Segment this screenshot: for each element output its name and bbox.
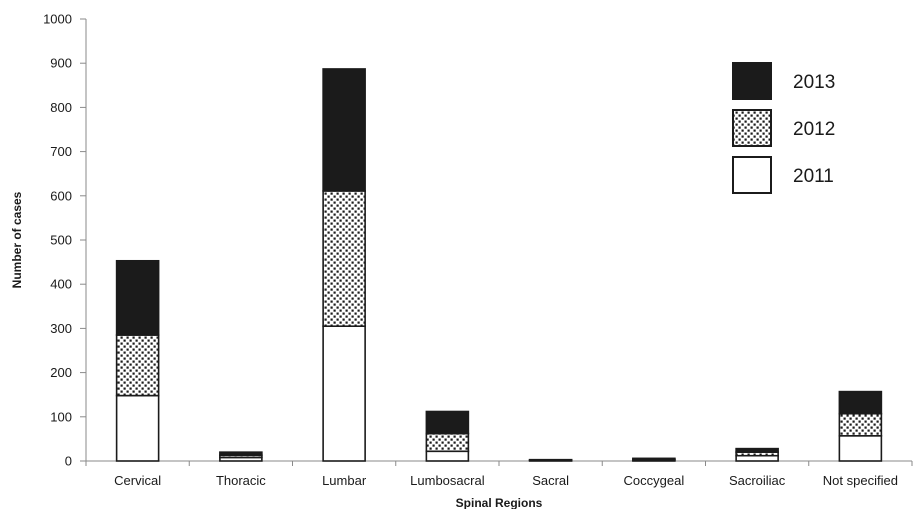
legend-label: 2011 <box>793 166 834 187</box>
bar-segment-2011 <box>839 436 881 461</box>
bar-segment-2013 <box>736 449 778 453</box>
bar-segment-2013 <box>426 411 468 433</box>
y-tick-label: 900 <box>50 56 72 71</box>
y-tick-label: 200 <box>50 365 72 380</box>
y-tick-label: 400 <box>50 277 72 292</box>
y-tick-label: 600 <box>50 188 72 203</box>
x-tick-label: Coccygeal <box>624 473 685 488</box>
axes <box>80 19 912 466</box>
legend-swatch-2012 <box>733 110 771 146</box>
y-tick-label: 700 <box>50 144 72 159</box>
bar-segment-2012 <box>323 191 365 326</box>
x-tick-label: Not specified <box>823 473 898 488</box>
bar-segment-2013 <box>839 392 881 414</box>
y-tick-label: 1000 <box>43 12 72 27</box>
bar-segment-2013 <box>117 261 159 335</box>
bar-segment-2011 <box>117 396 159 461</box>
legend: 2013 2012 2011 <box>733 63 835 193</box>
y-tick-label: 100 <box>50 409 72 424</box>
y-tick-label: 800 <box>50 100 72 115</box>
bar-segment-2013 <box>633 458 675 459</box>
legend-label: 2012 <box>793 119 835 140</box>
bar-segment-2012 <box>839 414 881 436</box>
bar-segment-2011 <box>323 326 365 461</box>
y-axis-title: Number of cases <box>10 191 24 288</box>
x-tick-label: Thoracic <box>216 473 266 488</box>
legend-swatch-2013 <box>733 63 771 99</box>
legend-label: 2013 <box>793 72 835 93</box>
legend-swatch-2011 <box>733 157 771 193</box>
bar-segment-2013 <box>220 452 262 455</box>
x-tick-label: Sacral <box>532 473 569 488</box>
bar-segment-2011 <box>426 451 468 461</box>
x-tick-label: Lumbosacral <box>410 473 485 488</box>
x-tick-label: Cervical <box>114 473 161 488</box>
x-axis-title: Spinal Regions <box>456 496 543 509</box>
bar-segment-2012 <box>426 434 468 452</box>
x-tick-label: Lumbar <box>322 473 367 488</box>
y-tick-label: 0 <box>65 454 72 469</box>
y-tick-label: 300 <box>50 321 72 336</box>
y-tick-label: 500 <box>50 233 72 248</box>
bar-segment-2013 <box>323 69 365 191</box>
bar-segment-2012 <box>117 335 159 396</box>
x-tick-label: Sacroiliac <box>729 473 786 488</box>
